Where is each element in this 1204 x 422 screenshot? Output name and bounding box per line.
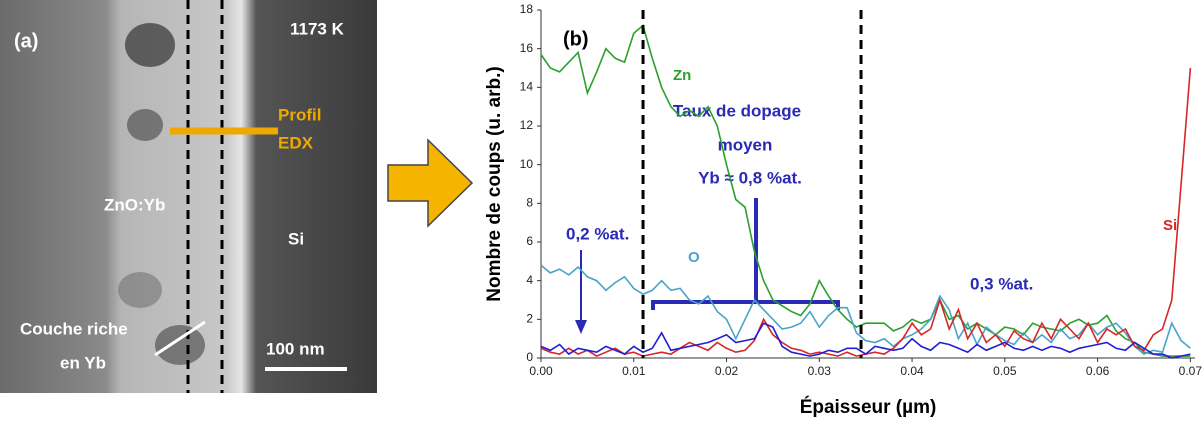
annotation: Yb ≈ 0,8 %at. xyxy=(698,168,802,187)
profile-label: Profil xyxy=(278,105,321,124)
bracket xyxy=(651,198,840,310)
annotation: Taux de dopage xyxy=(673,101,801,120)
series-line xyxy=(540,24,1191,357)
y-tick-label: 0 xyxy=(526,350,533,364)
x-tick-label: 0.01 xyxy=(622,364,646,378)
grain xyxy=(127,109,163,141)
layer-label: Couche riche xyxy=(20,319,128,338)
profile-label: EDX xyxy=(278,133,314,152)
micrograph: (a) 1173 K Profil EDX ZnO:Yb Si Couche r… xyxy=(0,0,377,393)
pointer-arrowhead xyxy=(575,320,587,334)
arrow xyxy=(387,138,474,228)
x-axis-title: Épaisseur (µm) xyxy=(800,396,937,418)
series-line xyxy=(540,264,1191,356)
x-tick-label: 0.06 xyxy=(1086,364,1110,378)
panel-label: (a) xyxy=(14,30,38,52)
grain xyxy=(125,23,175,67)
y-axis-title: Nombre de coups (u. arb.) xyxy=(484,66,505,301)
grain xyxy=(118,272,162,308)
x-tick-label: 0.04 xyxy=(900,364,924,378)
y-tick-label: 4 xyxy=(526,273,533,287)
x-tick-label: 0.02 xyxy=(715,364,739,378)
y-tick-label: 18 xyxy=(520,2,534,16)
y-tick-label: 14 xyxy=(520,80,534,94)
y-tick-label: 6 xyxy=(526,234,533,248)
y-tick-label: 8 xyxy=(526,196,533,210)
scale-label: 100 nm xyxy=(266,339,325,358)
annotation: 0,2 %at. xyxy=(566,224,629,243)
series-label: O xyxy=(688,249,700,266)
y-tick-label: 2 xyxy=(526,312,533,326)
annotation: 0,3 %at. xyxy=(970,274,1033,293)
x-tick-label: 0.05 xyxy=(993,364,1017,378)
x-tick-label: 0.00 xyxy=(529,364,553,378)
grain xyxy=(155,325,205,365)
layer-label: en Yb xyxy=(60,353,106,372)
pointer-line xyxy=(154,320,206,357)
series-label: Zn xyxy=(673,67,691,84)
series-label: Si xyxy=(1163,217,1177,234)
y-tick-label: 12 xyxy=(520,118,534,132)
layer-label: Si xyxy=(288,229,304,248)
layer-label: ZnO:Yb xyxy=(104,195,165,214)
chart: (b) Nombre de coups (u. arb.) Épaisseur … xyxy=(484,2,1202,418)
temperature: 1173 K xyxy=(290,19,345,38)
x-tick-label: 0.07 xyxy=(1179,364,1203,378)
y-tick-label: 10 xyxy=(520,157,534,171)
panel-label: (b) xyxy=(563,28,589,50)
series-line xyxy=(540,322,1191,359)
annotation: moyen xyxy=(718,135,773,154)
series-line xyxy=(540,67,1192,357)
y-tick-label: 16 xyxy=(520,41,534,55)
x-tick-label: 0.03 xyxy=(808,364,832,378)
